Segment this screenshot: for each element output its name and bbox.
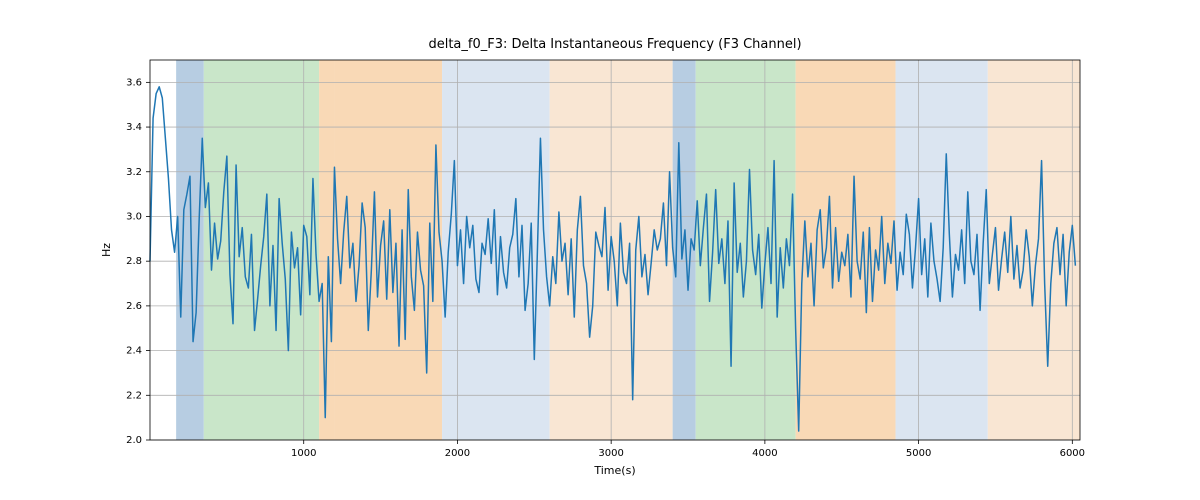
svg-text:3.0: 3.0 [126, 211, 142, 222]
y-axis-label: Hz [100, 243, 113, 257]
svg-text:2.0: 2.0 [126, 435, 142, 446]
svg-text:1000: 1000 [291, 448, 316, 459]
svg-text:2.2: 2.2 [126, 390, 142, 401]
svg-text:2.8: 2.8 [126, 256, 142, 267]
svg-text:3.6: 3.6 [126, 77, 142, 88]
chart-figure: 1000 2000 3000 4000 5000 6000 2.0 2.2 2.4 2.6 2.8… [0, 0, 1200, 500]
svg-text:6000: 6000 [1060, 448, 1085, 459]
x-ticks: 1000 2000 3000 4000 5000 6000 [291, 440, 1085, 459]
svg-text:2.4: 2.4 [126, 346, 142, 357]
x-axis-label: Time(s) [593, 464, 635, 477]
y-ticks: 2.0 2.2 2.4 2.6 2.8 3.0 3.2 3.4 3.6 [126, 77, 150, 446]
svg-text:3000: 3000 [598, 448, 623, 459]
svg-text:5000: 5000 [906, 448, 931, 459]
svg-text:2000: 2000 [445, 448, 470, 459]
svg-text:2.6: 2.6 [126, 301, 142, 312]
svg-text:3.4: 3.4 [126, 122, 142, 133]
chart-title: delta_f0_F3: Delta Instantaneous Frequen… [428, 37, 801, 52]
svg-text:3.2: 3.2 [126, 167, 142, 178]
svg-text:4000: 4000 [752, 448, 777, 459]
